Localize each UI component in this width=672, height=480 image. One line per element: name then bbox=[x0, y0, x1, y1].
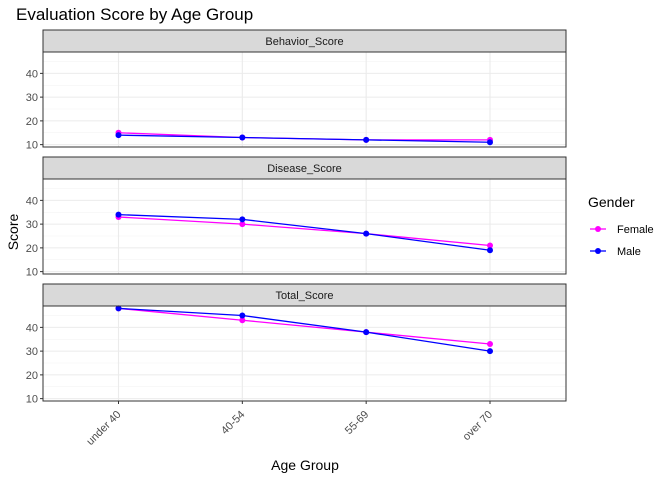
x-tick-label: 55-69 bbox=[343, 409, 371, 437]
data-point-female bbox=[487, 341, 493, 347]
y-tick-label: 40 bbox=[26, 68, 38, 80]
series-line-male bbox=[118, 213, 491, 251]
facet-strip-label: Behavior_Score bbox=[265, 36, 343, 48]
data-point-male bbox=[115, 305, 122, 312]
data-point-male bbox=[487, 247, 493, 254]
data-point-male bbox=[115, 211, 122, 218]
legend: Gender Female Male bbox=[588, 194, 654, 258]
y-tick-label: 10 bbox=[26, 140, 38, 152]
y-tick-label: 20 bbox=[26, 116, 38, 128]
data-point-male bbox=[115, 132, 122, 139]
x-tick-label: 40-54 bbox=[219, 409, 247, 437]
y-tick-label: 10 bbox=[26, 267, 38, 279]
x-axis: under 40 40-54 55-69 over 70 bbox=[84, 401, 495, 448]
plot-background bbox=[43, 306, 566, 401]
facet-panels: Behavior_Score 10 20 30 40 Disease_Score 10 20 3… bbox=[26, 29, 567, 406]
y-tick-label: 30 bbox=[26, 219, 38, 231]
data-point-male bbox=[239, 134, 246, 141]
y-tick-label: 30 bbox=[26, 92, 38, 104]
series-line-male bbox=[118, 307, 491, 352]
x-tick-label: over 70 bbox=[461, 409, 495, 443]
y-tick-label: 40 bbox=[26, 322, 38, 334]
data-point-male bbox=[239, 216, 246, 223]
plot-background bbox=[43, 52, 566, 147]
y-axis-title: Score bbox=[5, 214, 21, 251]
y-tick-label: 40 bbox=[26, 195, 38, 207]
y-tick-label: 30 bbox=[26, 346, 38, 358]
data-point-female bbox=[239, 221, 246, 228]
data-point-male bbox=[363, 136, 370, 143]
data-point-female bbox=[487, 242, 493, 249]
legend-key-point-female bbox=[595, 226, 601, 232]
legend-label-male: Male bbox=[617, 246, 641, 258]
data-point-male bbox=[239, 312, 246, 319]
facet-disease-score: Disease_Score 10 20 30 40 bbox=[26, 156, 567, 279]
panel-border bbox=[42, 305, 567, 402]
legend-label-female: Female bbox=[617, 224, 654, 236]
x-axis-title: Age Group bbox=[271, 457, 339, 473]
facet-strip-label: Total_Score bbox=[275, 290, 333, 302]
legend-title: Gender bbox=[588, 194, 635, 210]
data-point-male bbox=[487, 139, 493, 146]
y-tick-label: 20 bbox=[26, 370, 38, 382]
data-point-male bbox=[487, 348, 493, 355]
panel-border bbox=[42, 178, 567, 275]
panel-border bbox=[42, 51, 567, 148]
x-tick-label: under 40 bbox=[84, 409, 123, 448]
chart-title: Evaluation Score by Age Group bbox=[16, 5, 253, 24]
facet-behavior-score: Behavior_Score 10 20 30 40 bbox=[26, 29, 567, 152]
y-tick-label: 20 bbox=[26, 243, 38, 255]
legend-key-point-male bbox=[595, 248, 601, 254]
series-line-female bbox=[118, 216, 491, 247]
series-line-female bbox=[118, 307, 491, 345]
series-line-male bbox=[118, 134, 491, 143]
data-point-male bbox=[363, 329, 370, 336]
facet-total-score: Total_Score 10 20 30 40 bbox=[26, 283, 567, 406]
data-point-male bbox=[363, 230, 370, 237]
facet-strip-label: Disease_Score bbox=[267, 163, 342, 175]
data-point-female bbox=[239, 317, 246, 324]
y-tick-label: 10 bbox=[26, 394, 38, 406]
